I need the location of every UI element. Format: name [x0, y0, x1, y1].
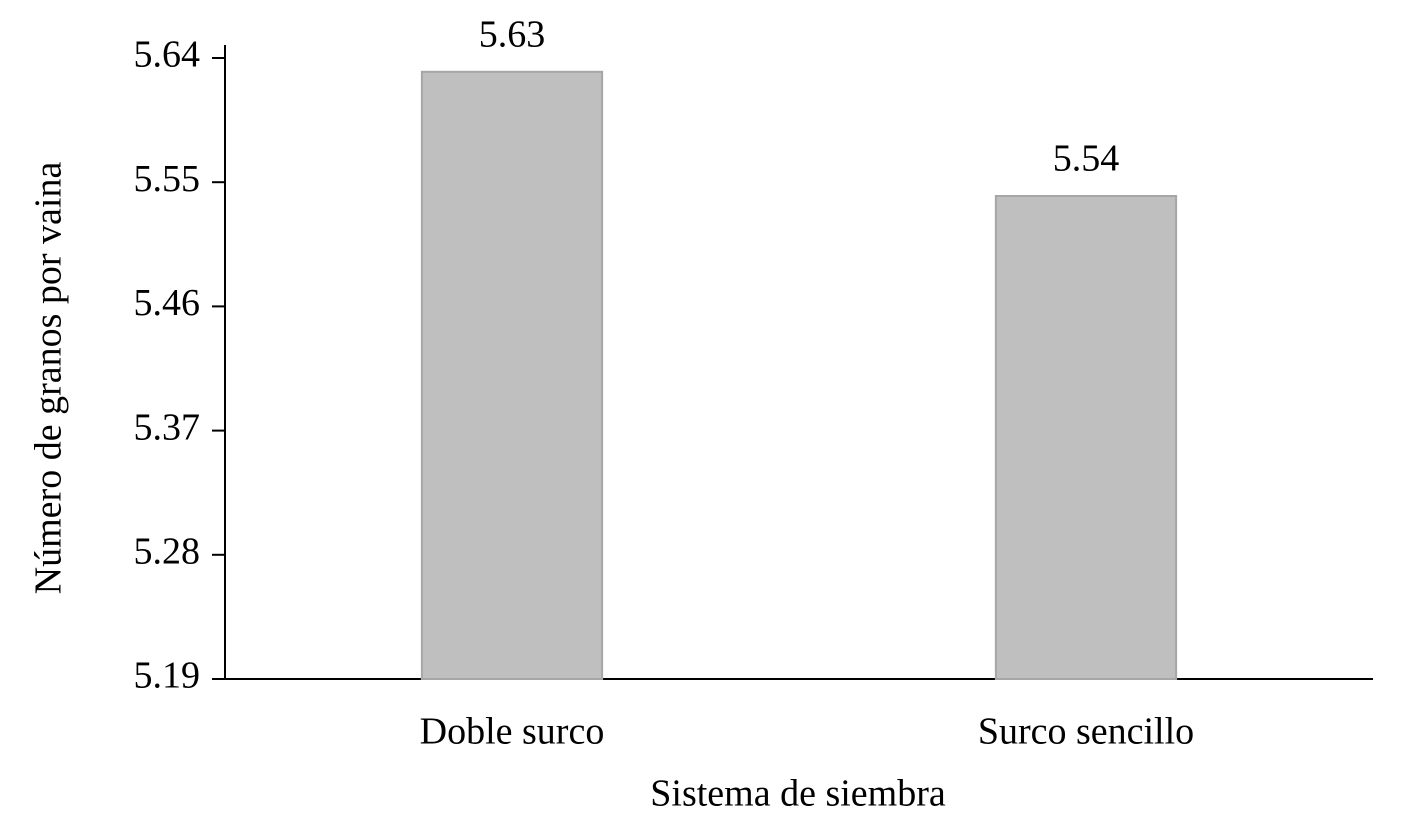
x-axis-label: Sistema de siembra [650, 773, 946, 815]
y-tick-label: 5.28 [134, 531, 201, 573]
data-label: 5.54 [1053, 138, 1120, 180]
y-tick-label: 5.64 [134, 34, 201, 76]
bar [994, 195, 1178, 680]
y-axis-label: Número de granos por vaina [28, 162, 70, 595]
bar [420, 70, 604, 681]
y-tick-label: 5.37 [134, 406, 201, 448]
y-tick-label: 5.46 [134, 282, 201, 324]
x-tick-label: Doble surco [420, 711, 605, 753]
y-tick-label: 5.55 [134, 158, 201, 200]
data-label: 5.63 [479, 14, 546, 56]
y-tick-label: 5.19 [134, 655, 201, 697]
x-tick-label: Surco sencillo [978, 711, 1194, 753]
